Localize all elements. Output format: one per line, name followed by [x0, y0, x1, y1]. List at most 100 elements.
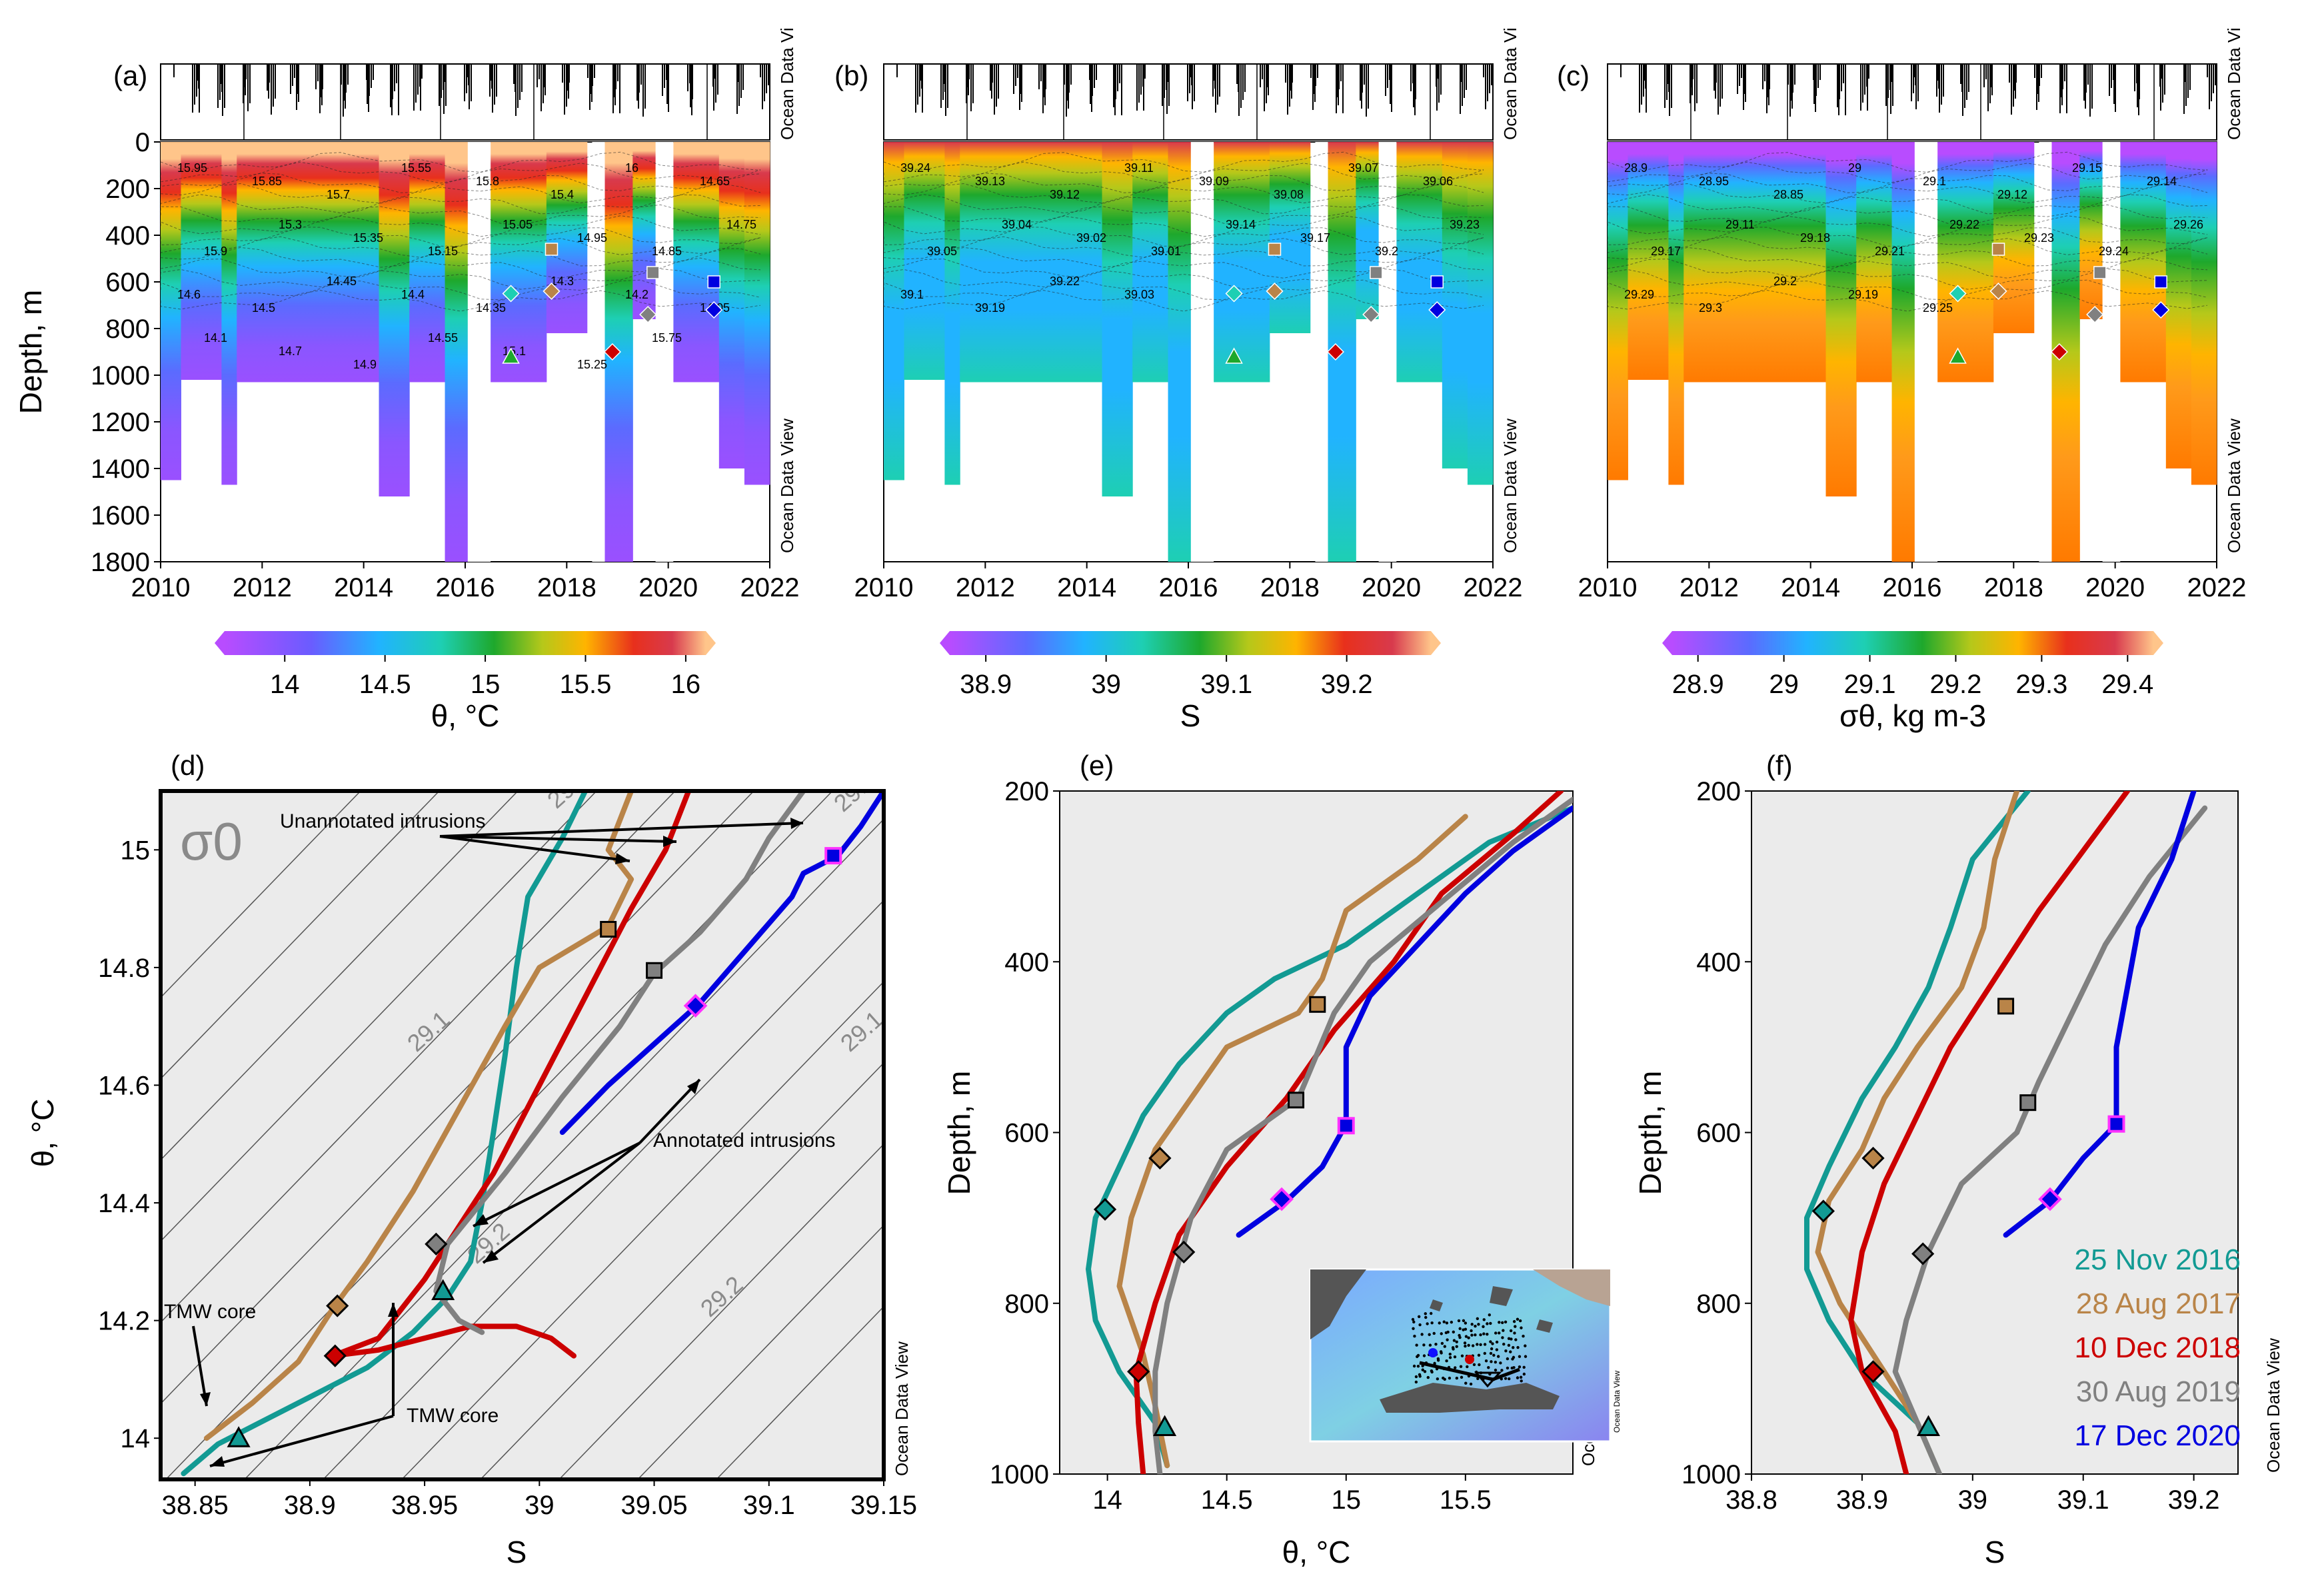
inset-dot: [1442, 1320, 1446, 1323]
panel-b-xtick-label: 2018: [1260, 573, 1320, 602]
inset-dot: [1498, 1331, 1501, 1335]
section-column: [221, 142, 237, 485]
panel-e-marker-square: [1337, 1117, 1355, 1135]
inset-dot: [1417, 1315, 1421, 1318]
inset-land-west: [1310, 1269, 1366, 1339]
isopycnal-line: [716, 1305, 884, 1479]
section-marker-diamond: [1266, 282, 1284, 301]
inset-dot: [1413, 1334, 1416, 1338]
inset-dot: [1418, 1323, 1422, 1327]
panel-f-odv: Ocean Data View: [2263, 1338, 2283, 1473]
section-contour-label: 15.75: [652, 331, 682, 345]
inset-dot: [1443, 1345, 1447, 1348]
section-marker-square: [1430, 275, 1444, 289]
section-contour: [1607, 215, 2208, 237]
panel-b: (b) 39.2439.1339.1239.1139.0939.0839.073…: [834, 27, 1520, 733]
panel-f-xtick-label: 39.1: [2057, 1485, 2109, 1515]
panel-a-odv: Ocean Data View: [777, 418, 797, 553]
section-marker-square: [1268, 243, 1282, 256]
ts-marker-diamond: [326, 1294, 349, 1317]
panel-b-xtick-label: 2016: [1159, 573, 1218, 602]
section-contour-label: 29.3: [1699, 301, 1722, 315]
panel-b-colorbar-low: [940, 631, 950, 655]
inset-dot: [1502, 1342, 1506, 1346]
section-marker-diamond: [2152, 301, 2170, 319]
panel-e-line-30-aug-2019: [1152, 796, 1573, 1474]
section-contour: [160, 151, 761, 173]
panel-c-xtick-label: 2014: [1781, 573, 1840, 602]
isopycnal-line: [323, 900, 884, 1479]
section-contour: [883, 151, 1484, 173]
panel-f-lines: [1804, 791, 2208, 1474]
panel-d-ytick-label: 14.2: [98, 1307, 150, 1336]
section-contour: [160, 290, 761, 312]
inset-dot: [1446, 1330, 1450, 1334]
section-column: [1825, 142, 1857, 496]
panel-e-ytick-label: 1000: [990, 1460, 1049, 1489]
section-contour-label: 29.29: [1624, 288, 1654, 301]
panel-f-xtick-label: 39.2: [2168, 1485, 2220, 1515]
ts-marker-triangle: [227, 1426, 251, 1447]
panel-b-station-ticks: [896, 64, 1492, 140]
panel-c-xtick-label: 2012: [1680, 573, 1739, 602]
panel-f-ytick-label: 200: [1696, 777, 1741, 806]
inset-dot: [1462, 1319, 1466, 1322]
section-column: [237, 142, 380, 383]
panel-a-station-ticks: [173, 64, 769, 140]
inset-dot: [1502, 1329, 1505, 1332]
panel-e-line-25-nov-2016: [1086, 805, 1573, 1469]
inset-dot: [1460, 1354, 1464, 1357]
inset-dot: [1414, 1380, 1418, 1384]
section-marker-triangle: [1949, 347, 1967, 364]
inset-dot: [1420, 1333, 1424, 1336]
inset-dot: [1428, 1343, 1432, 1347]
inset-dot: [1464, 1335, 1468, 1338]
panel-a-xtick-label: 2022: [740, 573, 800, 602]
section-contour-label: 29.2: [1773, 275, 1797, 288]
panel-d-ytick-label: 14.4: [98, 1189, 150, 1218]
inset-dot: [1436, 1377, 1440, 1381]
panel-d-ylabel: θ, °C: [25, 1099, 60, 1168]
inset-triangle-marker: [1474, 1371, 1502, 1388]
panel-c-colorbar-low: [1662, 631, 1672, 655]
section-contour: [160, 183, 761, 204]
inset-dot: [1486, 1332, 1489, 1336]
inset-dot: [1510, 1337, 1513, 1341]
inset-dot: [1522, 1334, 1525, 1338]
panel-f-label: (f): [1766, 750, 1793, 781]
section-contour: [1607, 247, 2208, 268]
section-marker-square: [1370, 266, 1383, 279]
section-marker-square: [1991, 243, 2005, 256]
inset-dot: [1466, 1365, 1469, 1369]
section-contour-label: 15.7: [327, 188, 350, 201]
panel-d-plot-area: [161, 791, 884, 1479]
inset-dot: [1518, 1365, 1522, 1369]
section-gap: [1378, 142, 1397, 562]
section-column: [1608, 142, 1628, 480]
panel-b-colorbar-label: S: [1180, 698, 1201, 733]
annotation-unannotated-intrusions: Unannotated intrusions: [280, 810, 486, 832]
inset-dot: [1489, 1340, 1492, 1343]
panel-d-xtick-label: 38.85: [162, 1491, 229, 1520]
panel-a-xtick-label: 2020: [638, 573, 698, 602]
section-column: [944, 142, 960, 485]
section-column: [1269, 142, 1311, 333]
section-contour: [1607, 151, 2208, 173]
section-contour: [883, 236, 1484, 258]
inset-dot: [1438, 1321, 1441, 1325]
panel-c-odv-top: Ocean Data Vi: [2224, 27, 2244, 140]
colorbar-tick-label: 15: [471, 670, 501, 699]
colorbar-tick-label: 14.5: [359, 670, 411, 699]
inset-land-northeast: [1533, 1269, 1610, 1306]
inset-dot: [1436, 1359, 1440, 1362]
panel-a-xtick-label: 2010: [131, 573, 191, 602]
section-contour-label: 14.5: [252, 301, 275, 315]
section-contour-label: 29.17: [1651, 245, 1681, 258]
panel-f-marker-square: [2107, 1115, 2125, 1133]
panel-d-xtick-label: 39.15: [850, 1491, 917, 1520]
inset-odv: Ocean Data View: [1612, 1371, 1622, 1433]
panel-a-ytick-label: 400: [105, 221, 150, 251]
panel-a-xtick-label: 2012: [233, 573, 292, 602]
panel-f-marker-triangle: [1916, 1415, 1941, 1437]
inset-dot: [1487, 1365, 1490, 1369]
